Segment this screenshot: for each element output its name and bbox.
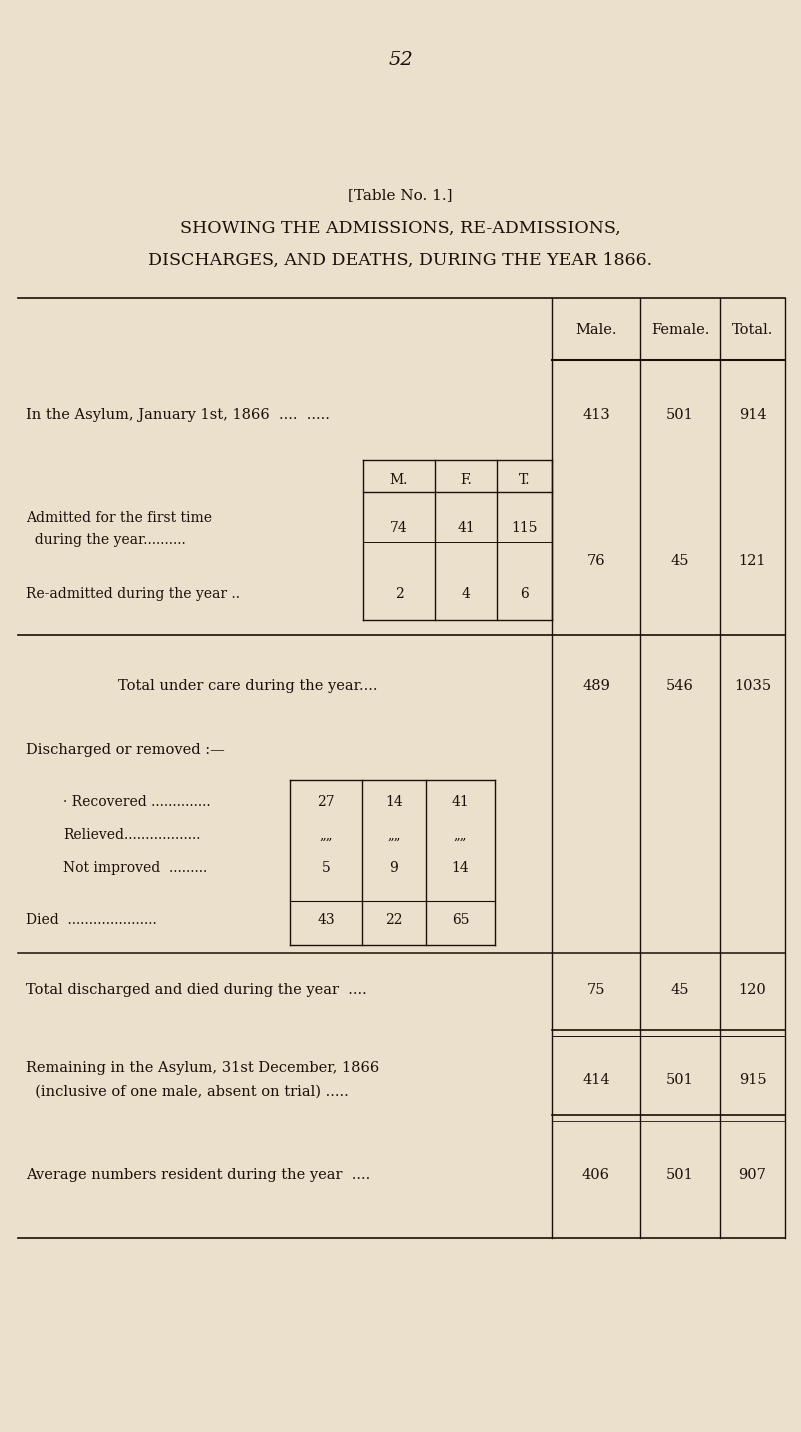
Text: 120: 120 [739, 982, 767, 997]
Text: 76: 76 [586, 554, 606, 569]
Text: Female.: Female. [650, 324, 709, 337]
Text: 1035: 1035 [734, 679, 771, 693]
Text: 45: 45 [670, 554, 689, 569]
Text: 14: 14 [452, 861, 469, 875]
Text: 915: 915 [739, 1073, 767, 1087]
Text: 74: 74 [390, 521, 408, 536]
Text: 65: 65 [452, 914, 469, 927]
Text: [Table No. 1.]: [Table No. 1.] [348, 188, 453, 202]
Text: SHOWING THE ADMISSIONS, RE-ADMISSIONS,: SHOWING THE ADMISSIONS, RE-ADMISSIONS, [180, 219, 621, 236]
Text: „„: „„ [387, 829, 400, 842]
Text: Remaining in the Asylum, 31st December, 1866: Remaining in the Asylum, 31st December, … [26, 1061, 379, 1075]
Text: (inclusive of one male, absent on trial) .....: (inclusive of one male, absent on trial)… [26, 1085, 348, 1098]
Text: T.: T. [519, 473, 530, 487]
Text: Average numbers resident during the year  ....: Average numbers resident during the year… [26, 1169, 370, 1181]
Text: 414: 414 [582, 1073, 610, 1087]
Text: „„: „„ [453, 829, 467, 842]
Text: Male.: Male. [575, 324, 617, 337]
Text: Not improved  .........: Not improved ......... [63, 861, 207, 875]
Text: 52: 52 [388, 52, 413, 69]
Text: Admitted for the first time: Admitted for the first time [26, 511, 212, 526]
Text: Died  .....................: Died ..................... [26, 914, 157, 927]
Text: 5: 5 [322, 861, 330, 875]
Text: during the year..........: during the year.......... [26, 533, 186, 547]
Text: Total.: Total. [732, 324, 773, 337]
Text: Total discharged and died during the year  ....: Total discharged and died during the yea… [26, 982, 367, 997]
Text: 9: 9 [389, 861, 398, 875]
Text: 501: 501 [666, 408, 694, 422]
Text: In the Asylum, January 1st, 1866  ....  .....: In the Asylum, January 1st, 1866 .... ..… [26, 408, 330, 422]
Text: 41: 41 [452, 795, 469, 809]
Text: M.: M. [390, 473, 409, 487]
Text: 14: 14 [385, 795, 403, 809]
Text: 907: 907 [739, 1169, 767, 1181]
Text: 27: 27 [317, 795, 335, 809]
Text: 75: 75 [587, 982, 606, 997]
Text: 6: 6 [520, 587, 529, 601]
Text: 489: 489 [582, 679, 610, 693]
Text: Total under care during the year....: Total under care during the year.... [118, 679, 377, 693]
Text: 41: 41 [457, 521, 475, 536]
Text: „„: „„ [320, 829, 332, 842]
Text: · Recovered ..............: · Recovered .............. [63, 795, 211, 809]
Text: 22: 22 [385, 914, 403, 927]
Text: 501: 501 [666, 1073, 694, 1087]
Text: Re-admitted during the year ..: Re-admitted during the year .. [26, 587, 240, 601]
Text: 406: 406 [582, 1169, 610, 1181]
Text: 4: 4 [461, 587, 470, 601]
Text: DISCHARGES, AND DEATHS, DURING THE YEAR 1866.: DISCHARGES, AND DEATHS, DURING THE YEAR … [148, 252, 653, 269]
Text: 2: 2 [395, 587, 404, 601]
Text: 121: 121 [739, 554, 767, 569]
Text: F.: F. [460, 473, 472, 487]
Text: 43: 43 [317, 914, 335, 927]
Text: 45: 45 [670, 982, 689, 997]
Text: Relieved..................: Relieved.................. [63, 828, 200, 842]
Text: 413: 413 [582, 408, 610, 422]
Text: Discharged or removed :—: Discharged or removed :— [26, 743, 225, 758]
Text: 501: 501 [666, 1169, 694, 1181]
Text: 914: 914 [739, 408, 767, 422]
Text: 546: 546 [666, 679, 694, 693]
Text: 115: 115 [511, 521, 537, 536]
